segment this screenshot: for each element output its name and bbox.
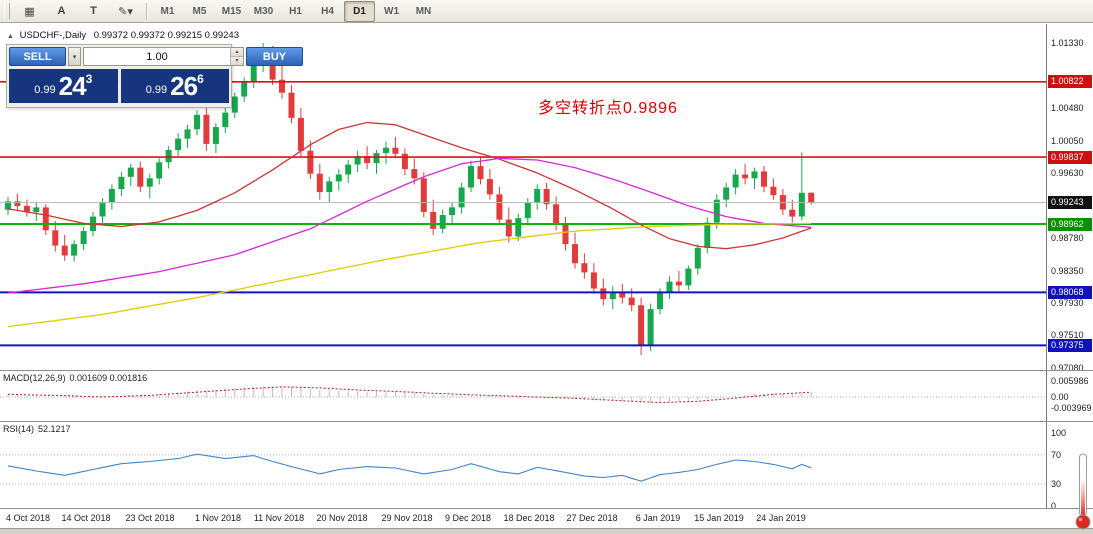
ma-fast-red xyxy=(7,121,812,250)
sell-dropdown-icon[interactable]: ▾ xyxy=(68,47,81,66)
rsi-axis-label: 100 xyxy=(1051,428,1067,438)
buy-price-display[interactable]: 0.99 26 6 xyxy=(120,69,229,103)
timeframe-H4[interactable]: H4 xyxy=(321,5,334,17)
chart-window-icon[interactable]: ▦ xyxy=(24,5,35,18)
sell-price-pipette: 3 xyxy=(85,72,93,86)
volume-box: ▴ ▾ xyxy=(83,47,244,66)
toolbar-separator xyxy=(146,2,147,20)
volume-down-icon[interactable]: ▾ xyxy=(231,56,243,65)
volume-spinner: ▴ ▾ xyxy=(230,48,243,65)
macd-name: MACD(12,26,9) xyxy=(3,373,66,383)
date-label: 11 Nov 2018 xyxy=(253,513,305,523)
buy-price-pipette: 6 xyxy=(197,72,204,86)
date-label: 23 Oct 2018 xyxy=(125,513,175,523)
rsi-axis-label: 0 xyxy=(1051,501,1057,511)
price-axis-label: 0.98780 xyxy=(1051,233,1084,243)
date-label: 6 Jan 2019 xyxy=(635,513,681,523)
annotation-text: 多空转折点0.9896 xyxy=(538,100,678,117)
timeframe-D1[interactable]: D1 xyxy=(344,0,375,22)
date-label: 15 Jan 2019 xyxy=(694,513,744,523)
price-axis-label: 0.99630 xyxy=(1051,168,1084,178)
volume-input[interactable] xyxy=(84,48,230,65)
buy-price-big: 26 xyxy=(170,71,198,101)
date-label: 29 Nov 2018 xyxy=(381,513,433,523)
collapse-panel-icon[interactable]: ▲ xyxy=(7,33,14,40)
macd-axis-label: -0.003969 xyxy=(1051,402,1092,413)
macd-panel: MACD(12,26,9) 0.001609 0.001816 xyxy=(0,371,1046,421)
price-level-tag: 0.98068 xyxy=(1048,285,1092,299)
toolbar: ▦ A T ✎▾ M1 M5 M15 M30 H1 H4 D1 W1 MN xyxy=(0,0,1093,23)
macd-chart[interactable] xyxy=(0,371,1046,421)
price-axis[interactable]: 1.01330 1.00480 1.00050 0.99630 0.98780 0.983… xyxy=(1046,24,1093,528)
sell-price-prefix: 0.99 xyxy=(34,84,56,96)
thermometer-icon xyxy=(1075,452,1091,532)
rsi-value: 52.1217 xyxy=(38,424,71,434)
macd-label: MACD(12,26,9) 0.001609 0.001816 xyxy=(3,373,151,383)
date-label: 27 Dec 2018 xyxy=(566,513,618,523)
window-bottom-edge xyxy=(0,528,1093,534)
price-level-tag: 0.99243 xyxy=(1048,196,1092,210)
rsi-name: RSI(14) xyxy=(3,424,35,434)
timeframe-M5[interactable]: M5 xyxy=(192,5,207,17)
date-label: 1 Nov 2018 xyxy=(194,513,242,523)
volume-up-icon[interactable]: ▴ xyxy=(231,48,243,56)
panel-separator[interactable] xyxy=(0,421,1093,422)
timeframe-M15[interactable]: M15 xyxy=(221,5,242,17)
timeframe-W1[interactable]: W1 xyxy=(384,5,399,17)
date-label: 20 Nov 2018 xyxy=(316,513,368,523)
macd-values: 0.001609 0.001816 xyxy=(69,373,148,383)
ma-slow-yellow xyxy=(7,222,812,328)
toolbar-tools: ▦ A T ✎▾ xyxy=(14,1,141,22)
date-label: 18 Dec 2018 xyxy=(503,513,555,523)
price-level-tag: 0.98962 xyxy=(1048,217,1092,231)
price-axis-label: 0.97930 xyxy=(1051,298,1084,308)
cursor-tool-button[interactable]: A xyxy=(57,5,66,17)
price-axis-label: 0.98350 xyxy=(1051,265,1084,276)
buy-price-prefix: 0.99 xyxy=(145,84,168,96)
time-axis[interactable]: 4 Oct 2018 14 Oct 2018 23 Oct 2018 1 Nov 20… xyxy=(0,509,1093,528)
symbol-title: USDCHF-,Daily xyxy=(19,30,87,41)
rsi-chart[interactable] xyxy=(0,422,1046,508)
price-axis-label: 1.00480 xyxy=(1051,103,1084,113)
date-label: 14 Oct 2018 xyxy=(61,513,111,523)
panel-separator[interactable] xyxy=(0,508,1093,509)
timeframe-M1[interactable]: M1 xyxy=(160,5,175,17)
main-chart-panel: ▲ USDCHF-,Daily 0.99372 0.99372 0.99215 … xyxy=(0,24,1046,370)
sell-price-display[interactable]: 0.99 24 3 xyxy=(9,69,118,103)
timeframe-M30[interactable]: M30 xyxy=(253,5,274,17)
symbol-ohlc-values: 0.99372 0.99372 0.99215 0.99243 xyxy=(93,30,239,41)
timeframe-buttons: M1 M5 M15 M30 H1 H4 D1 W1 MN xyxy=(152,0,439,22)
panel-separator[interactable] xyxy=(0,370,1093,371)
date-label: 24 Jan 2019 xyxy=(756,513,806,523)
candlestick-chart[interactable] xyxy=(0,24,1046,370)
price-axis-label: 0.97510 xyxy=(1051,330,1084,341)
rsi-axis-label: 70 xyxy=(1051,449,1062,460)
toolbar-grip[interactable] xyxy=(4,3,10,19)
rsi-axis-label: 30 xyxy=(1051,479,1062,490)
rsi-label: RSI(14) 52.1217 xyxy=(3,424,75,434)
buy-button[interactable]: BUY xyxy=(246,47,303,66)
price-axis-label: 1.01330 xyxy=(1051,38,1084,48)
price-level-tag: 1.00822 xyxy=(1048,75,1092,89)
price-level-tag: 0.97375 xyxy=(1048,338,1092,352)
price-level-tag: 0.99837 xyxy=(1048,150,1092,164)
text-tool-button[interactable]: T xyxy=(90,5,97,17)
timeframe-MN[interactable]: MN xyxy=(415,5,432,17)
date-label: 9 Dec 2018 xyxy=(444,513,492,523)
sell-price-big: 24 xyxy=(58,71,87,101)
rsi-panel: RSI(14) 52.1217 xyxy=(0,422,1046,508)
macd-axis-label: 0.005986 xyxy=(1051,376,1089,386)
ma-mid-magenta xyxy=(7,157,812,294)
symbol-info: ▲ USDCHF-,Daily 0.99372 0.99372 0.99215 … xyxy=(7,30,239,41)
sell-button[interactable]: SELL xyxy=(9,47,66,66)
timeframe-H1[interactable]: H1 xyxy=(289,5,302,17)
date-label: 4 Oct 2018 xyxy=(5,513,51,523)
price-axis-label: 1.00050 xyxy=(1051,135,1084,146)
price-axis-label: 0.97080 xyxy=(1051,363,1084,373)
draw-tool-button[interactable]: ✎▾ xyxy=(118,5,133,18)
chart-area: ▲ USDCHF-,Daily 0.99372 0.99372 0.99215 … xyxy=(0,24,1093,534)
macd-axis-label: 0.00 xyxy=(1051,392,1069,402)
one-click-trading-widget: SELL ▾ ▴ ▾ BUY 0.99 24 3 xyxy=(6,44,303,108)
